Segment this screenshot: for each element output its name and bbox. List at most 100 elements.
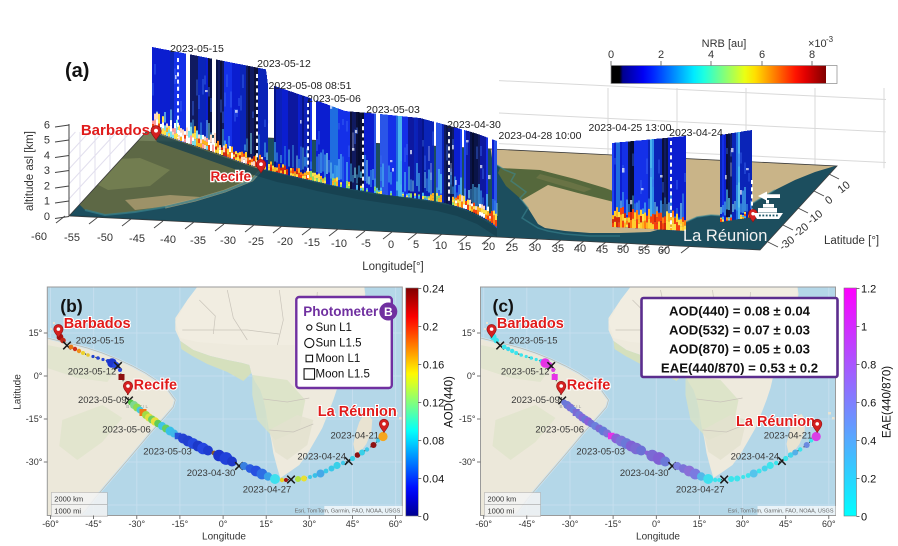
svg-text:0.2: 0.2 — [423, 322, 438, 334]
svg-text:0.8: 0.8 — [861, 360, 876, 372]
svg-text:4: 4 — [44, 150, 50, 162]
svg-text:0°: 0° — [34, 371, 43, 381]
svg-text:0°: 0° — [652, 519, 661, 529]
svg-text:2023-04-21: 2023-04-21 — [330, 431, 379, 442]
svg-text:-15: -15 — [304, 237, 320, 249]
svg-text:60°: 60° — [389, 519, 403, 529]
svg-text:2000 km: 2000 km — [488, 495, 517, 504]
svg-text:1.2: 1.2 — [861, 284, 876, 296]
svg-text:La Réunion: La Réunion — [318, 404, 397, 420]
svg-text:-40: -40 — [160, 234, 176, 246]
svg-text:(a): (a) — [65, 60, 89, 82]
svg-text:2023-05-03: 2023-05-03 — [143, 447, 192, 458]
svg-text:-30°: -30° — [562, 519, 579, 529]
svg-text:NRB [au]: NRB [au] — [702, 38, 747, 50]
svg-text:2023-04-28 10:00: 2023-04-28 10:00 — [499, 130, 582, 142]
svg-text:0: 0 — [861, 512, 867, 524]
svg-text:2023-05-03: 2023-05-03 — [366, 104, 420, 116]
svg-text:Barbados: Barbados — [497, 316, 564, 332]
svg-text:3: 3 — [44, 165, 50, 177]
svg-text:2023-04-24: 2023-04-24 — [669, 127, 723, 139]
svg-text:Longitude[°]: Longitude[°] — [362, 261, 424, 273]
svg-text:-30: -30 — [220, 235, 236, 247]
svg-text:5: 5 — [413, 239, 419, 251]
svg-text:La Réunion: La Réunion — [683, 227, 767, 245]
svg-text:-55: -55 — [64, 232, 80, 244]
svg-text:0.2: 0.2 — [861, 474, 876, 486]
svg-text:EAE(440/870): EAE(440/870) — [882, 366, 894, 438]
svg-text:-3: -3 — [826, 35, 834, 44]
svg-text:0.08: 0.08 — [423, 436, 444, 448]
svg-text:8: 8 — [809, 49, 815, 61]
svg-text:Sun L1.5: Sun L1.5 — [316, 338, 362, 350]
svg-text:15°: 15° — [462, 328, 476, 338]
svg-text:2023-05-06: 2023-05-06 — [535, 425, 584, 436]
svg-text:-45: -45 — [129, 233, 145, 245]
svg-text:2023-05-06: 2023-05-06 — [307, 93, 361, 105]
svg-text:30: 30 — [529, 242, 541, 254]
svg-text:0: 0 — [608, 49, 614, 61]
svg-text:×10: ×10 — [808, 38, 827, 50]
svg-text:-50: -50 — [97, 232, 113, 244]
svg-text:40: 40 — [574, 243, 586, 255]
svg-text:20: 20 — [483, 241, 495, 253]
svg-text:10: 10 — [435, 240, 447, 252]
svg-text:-15°: -15° — [26, 414, 43, 424]
svg-text:Latitude: Latitude — [12, 374, 23, 410]
svg-text:Esri, TomTom, Garmin, FAO, NOA: Esri, TomTom, Garmin, FAO, NOAA, USGS — [295, 509, 401, 515]
svg-text:0.24: 0.24 — [423, 284, 444, 296]
svg-text:6: 6 — [44, 120, 50, 132]
svg-text:0: 0 — [44, 211, 50, 223]
svg-text:Esri, TomTom, Garmin, FAO, NOA: Esri, TomTom, Garmin, FAO, NOAA, USGS — [728, 509, 834, 515]
svg-text:Moon L1.5: Moon L1.5 — [316, 369, 370, 381]
svg-text:AOD(870) = 0.05 ± 0.03: AOD(870) = 0.05 ± 0.03 — [669, 342, 810, 357]
svg-text:Barbados: Barbados — [81, 122, 150, 139]
svg-text:Latitude [°]: Latitude [°] — [824, 235, 879, 247]
svg-text:0.4: 0.4 — [861, 436, 876, 448]
svg-text:60°: 60° — [822, 519, 836, 529]
svg-text:0.04: 0.04 — [423, 474, 444, 486]
svg-text:Recife: Recife — [210, 169, 251, 184]
svg-text:2023-04-30: 2023-04-30 — [447, 119, 501, 131]
svg-text:0: 0 — [388, 239, 394, 251]
svg-text:EAE(440/870) = 0.53 ± 0.2: EAE(440/870) = 0.53 ± 0.2 — [661, 361, 818, 376]
svg-text:1: 1 — [861, 322, 867, 334]
svg-text:-15°: -15° — [172, 519, 189, 529]
svg-text:-45°: -45° — [518, 519, 535, 529]
svg-text:Photometer: Photometer — [303, 304, 379, 319]
svg-text:2023-05-12: 2023-05-12 — [501, 367, 550, 378]
svg-text:Recife: Recife — [567, 378, 611, 394]
svg-text:Moon L1: Moon L1 — [316, 353, 361, 365]
svg-text:0.6: 0.6 — [861, 398, 876, 410]
svg-text:AOD(440): AOD(440) — [443, 376, 455, 428]
svg-text:60: 60 — [658, 245, 670, 257]
svg-text:0.16: 0.16 — [423, 360, 444, 372]
svg-text:1000 mi: 1000 mi — [488, 507, 515, 516]
svg-text:50: 50 — [617, 244, 629, 256]
svg-text:-10: -10 — [331, 238, 347, 250]
svg-text:45: 45 — [596, 244, 608, 256]
svg-text:AOD(440) = 0.08 ± 0.04: AOD(440) = 0.08 ± 0.04 — [669, 304, 811, 319]
svg-text:15°: 15° — [259, 519, 273, 529]
svg-text:2023-04-30: 2023-04-30 — [187, 468, 236, 479]
svg-text:-30°: -30° — [26, 457, 43, 467]
svg-text:2: 2 — [658, 49, 664, 61]
svg-text:6: 6 — [759, 49, 765, 61]
svg-text:25: 25 — [506, 242, 518, 254]
svg-text:2023-04-27: 2023-04-27 — [243, 485, 292, 496]
svg-text:2023-04-24: 2023-04-24 — [297, 452, 346, 463]
svg-text:2023-05-15: 2023-05-15 — [76, 336, 125, 347]
svg-text:-30°: -30° — [459, 457, 476, 467]
svg-text:Recife: Recife — [134, 378, 178, 394]
svg-text:0°: 0° — [219, 519, 228, 529]
svg-text:30°: 30° — [736, 519, 750, 529]
svg-text:15: 15 — [459, 241, 471, 253]
svg-text:Sun L1: Sun L1 — [316, 322, 352, 334]
svg-text:2023-04-25 13:00: 2023-04-25 13:00 — [589, 122, 672, 134]
svg-text:1: 1 — [44, 196, 50, 208]
svg-text:-15°: -15° — [605, 519, 622, 529]
svg-text:4: 4 — [708, 49, 714, 61]
svg-text:15°: 15° — [693, 519, 707, 529]
svg-text:(b): (b) — [60, 296, 82, 316]
svg-text:2000 km: 2000 km — [54, 495, 83, 504]
